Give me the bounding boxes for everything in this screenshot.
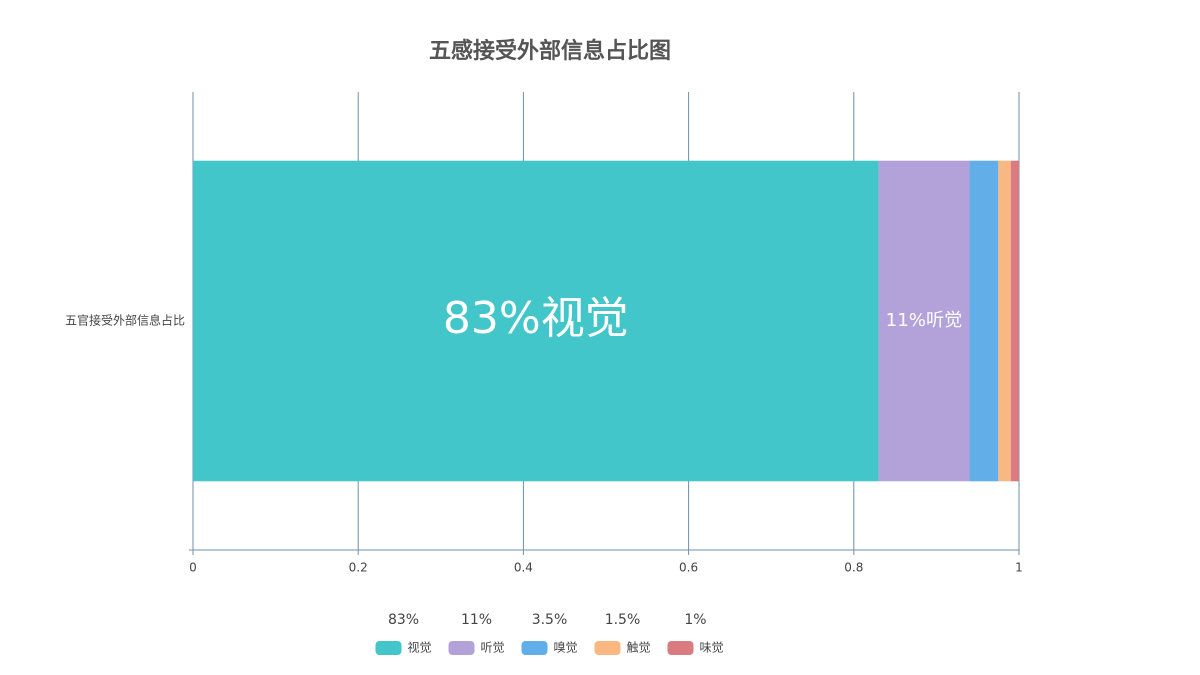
legend-swatch (375, 641, 402, 655)
x-tick-label: 1 (1015, 561, 1023, 575)
legend-label: 触觉 (627, 641, 651, 655)
data-label: 11%听觉 (886, 310, 963, 331)
x-tick-label: 0.8 (844, 561, 863, 575)
legend-value: 11% (461, 612, 492, 628)
legend-swatch (521, 641, 548, 655)
bar-segment (878, 160, 970, 482)
data-label: 83%视觉 (443, 293, 629, 344)
legend-swatch (594, 641, 621, 655)
x-tick-label: 0 (189, 561, 197, 575)
legend-swatch (667, 641, 694, 655)
legend-value: 3.5% (532, 612, 568, 628)
bar-segment (969, 160, 999, 482)
bar-segment (193, 160, 879, 482)
y-tick-label: 五官接受外部信息占比 (65, 313, 185, 328)
legend-value: 83% (388, 612, 419, 628)
bar-segment (1010, 160, 1019, 482)
x-tick-label: 0.6 (679, 561, 698, 575)
legend-label: 嗅觉 (554, 641, 578, 655)
legend-value: 1.5% (605, 612, 641, 628)
x-tick-label: 0.2 (349, 561, 368, 575)
legend-label: 视觉 (408, 640, 432, 655)
legend-swatch (448, 641, 475, 655)
legend-label: 味觉 (700, 641, 724, 655)
bar-segment (998, 160, 1011, 482)
chart-title: 五感接受外部信息占比图 (429, 38, 671, 64)
legend-value: 1% (684, 612, 706, 628)
x-tick-label: 0.4 (514, 561, 533, 575)
legend-label: 听觉 (481, 641, 505, 655)
